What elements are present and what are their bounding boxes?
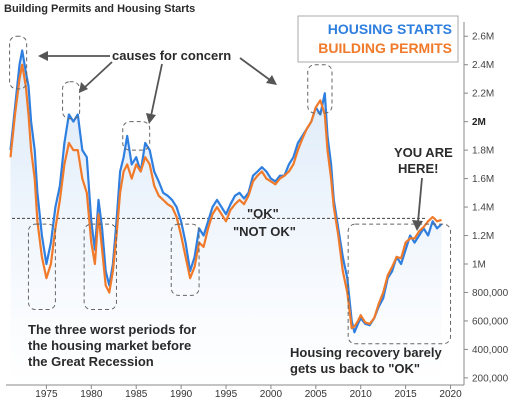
x-tick-label: 2015 bbox=[395, 389, 418, 400]
arrowhead-2005 bbox=[266, 75, 277, 85]
x-tick-label: 2005 bbox=[305, 389, 328, 400]
arrowhead-1986 bbox=[146, 113, 156, 124]
y-tick-label: 1.2M bbox=[472, 231, 494, 242]
arrow-to-1986-peak bbox=[150, 63, 163, 117]
legend-housing-starts: HOUSING STARTS bbox=[328, 21, 452, 37]
chart-title: Building Permits and Housing Starts bbox=[4, 3, 196, 15]
annotation-causes-for-concern: causes for concern bbox=[112, 48, 231, 63]
arrowhead-current bbox=[412, 220, 423, 231]
arrowhead-1973 bbox=[38, 51, 48, 61]
annotation-worst-periods-line1: The three worst periods for bbox=[28, 322, 196, 337]
y-tick-label: 1.4M bbox=[472, 203, 494, 214]
y-tick-label: 1.8M bbox=[472, 146, 494, 157]
arrowhead-1978 bbox=[79, 82, 88, 93]
y-tick-label: 800,000 bbox=[472, 288, 509, 299]
building-permits-line bbox=[9, 63, 442, 330]
arrow-heads bbox=[38, 51, 423, 231]
arrow-to-1978-peak bbox=[83, 61, 113, 89]
legend-box bbox=[297, 15, 459, 63]
annotation-worst-periods-line2: the housing market before bbox=[28, 338, 191, 353]
y-tick-label: 2M bbox=[472, 117, 486, 128]
legend-building-permits: BUILDING PERMITS bbox=[318, 40, 452, 56]
annotation-you-are-here-line1: YOU ARE bbox=[394, 145, 453, 160]
y-tick-label: 2.4M bbox=[472, 60, 494, 71]
y-tick-label: 400,000 bbox=[472, 345, 509, 356]
x-tick-label: 1980 bbox=[80, 389, 103, 400]
y-tick-label: 200,000 bbox=[472, 373, 509, 384]
highlight-box-2 bbox=[62, 81, 81, 120]
x-tick-label: 2020 bbox=[439, 389, 462, 400]
y-tick-label: 2.2M bbox=[472, 89, 494, 100]
y-tick-label: 2.6M bbox=[472, 32, 494, 43]
housing-starts-area bbox=[10, 50, 442, 385]
annotation-worst-periods-line3: the Great Recession bbox=[28, 354, 154, 369]
annotation-arrows bbox=[46, 55, 423, 223]
y-tick-label: 1.6M bbox=[472, 174, 494, 185]
annotation-ok: "OK" bbox=[247, 206, 279, 221]
x-tick-label: 2000 bbox=[260, 389, 283, 400]
arrow-to-2005-peak bbox=[239, 57, 271, 81]
annotation-not-ok: "NOT OK" bbox=[233, 224, 296, 239]
annotation-recovery-line2: gets us back to "OK" bbox=[290, 361, 420, 376]
x-tick-label: 1985 bbox=[125, 389, 148, 400]
arrow-to-current bbox=[417, 177, 423, 223]
x-tick-label: 2010 bbox=[350, 389, 373, 400]
y-tick-label: 600,000 bbox=[472, 316, 509, 327]
x-tick-label: 1995 bbox=[215, 389, 238, 400]
highlight-box-7 bbox=[170, 223, 200, 296]
highlight-box-3 bbox=[122, 121, 151, 151]
highlight-box-1 bbox=[9, 35, 28, 90]
housing-starts-line bbox=[9, 49, 443, 334]
y-tick-label: 1M bbox=[472, 260, 486, 271]
x-tick-label: 1990 bbox=[170, 389, 193, 400]
annotation-recovery-line1: Housing recovery barely bbox=[290, 345, 442, 360]
highlight-box-4 bbox=[307, 64, 333, 114]
annotation-you-are-here-line2: HERE! bbox=[398, 161, 438, 176]
highlight-box-8 bbox=[347, 223, 452, 345]
highlight-box-5 bbox=[27, 223, 56, 311]
highlight-box-6 bbox=[83, 223, 117, 311]
x-tick-label: 1975 bbox=[35, 389, 58, 400]
